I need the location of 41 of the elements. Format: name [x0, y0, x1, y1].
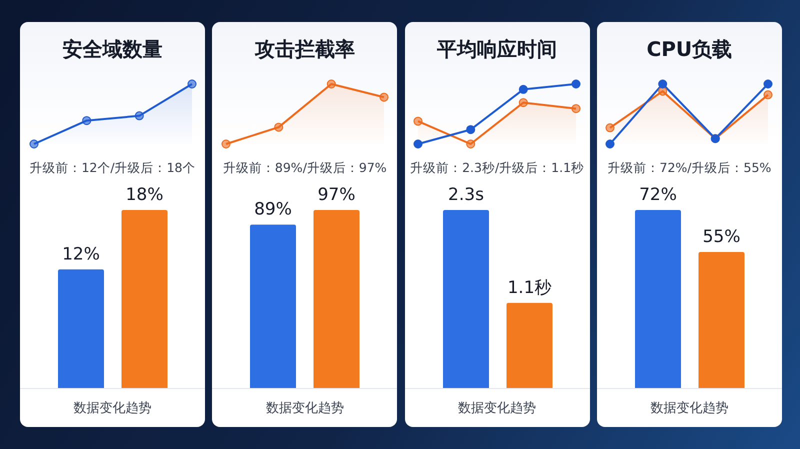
point	[414, 116, 423, 126]
x-axis-title: 数据变化趋势	[212, 388, 398, 417]
data-label: 2.3s	[448, 185, 484, 205]
data-label: 55%	[702, 227, 740, 248]
point	[187, 80, 196, 88]
point	[572, 104, 581, 114]
chart-title: CPU负载	[646, 36, 734, 63]
point	[414, 140, 423, 148]
point	[764, 80, 773, 88]
point	[221, 140, 230, 148]
x-axis-title: 数据变化趋势	[596, 388, 782, 417]
point	[606, 123, 615, 132]
point	[29, 140, 38, 148]
data-label: 18%	[126, 185, 164, 205]
point	[764, 90, 773, 100]
point	[518, 98, 528, 108]
point	[82, 116, 91, 126]
text: 升级前：89%/升级后：97%	[222, 160, 388, 177]
x-axis-title: 数据变化趋势	[20, 388, 205, 417]
x-axis-title: 数据变化趋势	[404, 388, 590, 417]
text: 升级前：2.3秒/升级后：1.1秒	[409, 160, 586, 177]
data-label: 97%	[318, 185, 356, 205]
point	[274, 122, 283, 132]
chart-title: 安全域数量	[62, 36, 164, 63]
point	[379, 92, 388, 102]
data-label: 89%	[254, 200, 292, 220]
point	[658, 80, 668, 88]
chart-title: 平均响应时间	[436, 36, 558, 63]
point	[518, 84, 528, 94]
data-label: 72%	[638, 185, 677, 205]
data-label: 1.1秒	[507, 278, 552, 298]
point	[134, 111, 144, 120]
point	[326, 80, 336, 88]
point	[466, 125, 476, 134]
chart-title: 攻击拦截率	[254, 36, 356, 63]
data-label: 12%	[62, 244, 100, 264]
text: 升级前：72%/升级后：55%	[606, 160, 772, 177]
text: 升级前：12个/升级后：18个	[28, 160, 197, 177]
point	[572, 80, 581, 88]
point	[466, 140, 476, 148]
point	[606, 140, 615, 148]
